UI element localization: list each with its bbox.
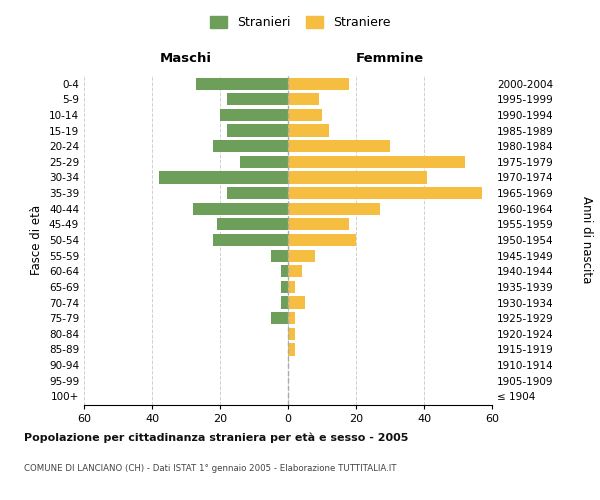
Legend: Stranieri, Straniere: Stranieri, Straniere <box>205 11 395 34</box>
Bar <box>288 172 427 183</box>
Bar <box>281 281 288 293</box>
Bar <box>288 156 465 168</box>
Bar <box>271 250 288 262</box>
Bar <box>288 218 349 230</box>
Bar <box>288 344 295 355</box>
Bar <box>288 202 380 215</box>
Bar <box>288 250 315 262</box>
Bar <box>288 93 319 106</box>
Text: Femmine: Femmine <box>356 52 424 65</box>
Bar <box>288 140 390 152</box>
Bar <box>227 93 288 106</box>
Bar <box>227 124 288 136</box>
Bar <box>213 234 288 246</box>
Bar <box>241 156 288 168</box>
Bar <box>288 187 482 199</box>
Bar <box>281 265 288 278</box>
Bar <box>196 78 288 90</box>
Bar <box>288 296 305 308</box>
Bar <box>271 312 288 324</box>
Bar <box>281 296 288 308</box>
Bar <box>288 234 356 246</box>
Bar <box>288 124 329 136</box>
Bar <box>288 281 295 293</box>
Bar <box>159 172 288 183</box>
Bar <box>217 218 288 230</box>
Text: COMUNE DI LANCIANO (CH) - Dati ISTAT 1° gennaio 2005 - Elaborazione TUTTITALIA.I: COMUNE DI LANCIANO (CH) - Dati ISTAT 1° … <box>24 464 397 473</box>
Text: Popolazione per cittadinanza straniera per età e sesso - 2005: Popolazione per cittadinanza straniera p… <box>24 432 409 443</box>
Text: Maschi: Maschi <box>160 52 212 65</box>
Bar <box>288 109 322 121</box>
Y-axis label: Fasce di età: Fasce di età <box>31 205 43 275</box>
Bar <box>220 109 288 121</box>
Y-axis label: Anni di nascita: Anni di nascita <box>580 196 593 284</box>
Bar <box>288 328 295 340</box>
Bar <box>227 187 288 199</box>
Bar <box>193 202 288 215</box>
Bar <box>213 140 288 152</box>
Bar <box>288 265 302 278</box>
Bar <box>288 312 295 324</box>
Bar <box>288 78 349 90</box>
